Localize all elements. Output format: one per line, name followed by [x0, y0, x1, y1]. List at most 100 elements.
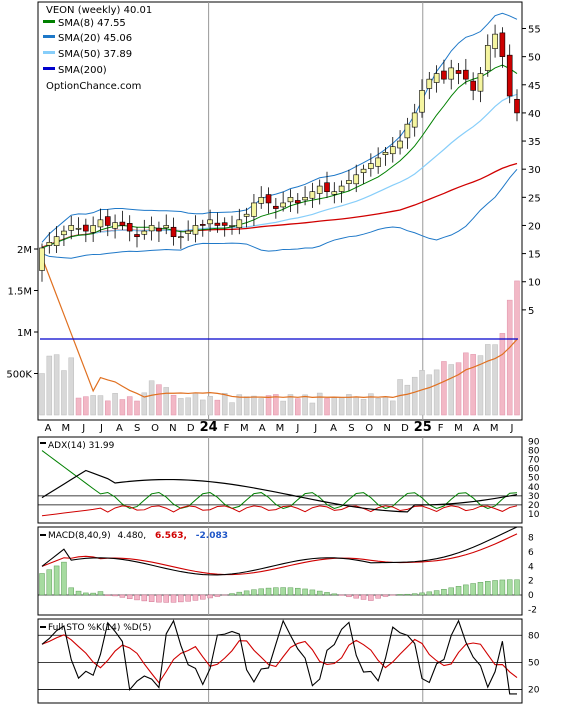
macd-y-tick-label: 6: [528, 548, 534, 558]
macd-y-tick-label: 8: [528, 534, 534, 544]
candle-body: [221, 222, 228, 226]
stochastic-y-tick-label: 80: [528, 631, 540, 641]
candle-body: [346, 180, 352, 184]
candle-body: [294, 200, 301, 204]
macd-histogram-bar: [207, 594, 213, 599]
volume-bar: [353, 396, 359, 416]
macd-histogram-bar: [97, 591, 104, 596]
price-y-tick-label: 5: [528, 306, 534, 317]
candle-body: [251, 202, 257, 217]
stochastic-k-line: [41, 619, 517, 695]
volume-y-tick-label: 2M: [17, 245, 32, 256]
x-tick-label: 25: [414, 420, 432, 435]
volume-y-tick-label: 500K: [6, 370, 32, 381]
candle-body: [397, 140, 403, 149]
stochastic-y-tick-label: 50: [528, 658, 540, 668]
macd-histogram-bar: [83, 592, 89, 596]
candle-body: [163, 225, 170, 229]
macd-histogram-bar: [75, 590, 82, 596]
volume-bars: [39, 257, 520, 416]
macd-histogram-bar: [492, 580, 498, 596]
volume-bar: [192, 393, 199, 416]
sma20-line: [41, 93, 518, 249]
sma200-swatch: [43, 67, 55, 70]
macd-histogram-bar: [514, 579, 520, 596]
volume-bar: [258, 398, 264, 416]
candle-body: [448, 67, 455, 80]
volume-bar: [492, 344, 498, 416]
macd-histogram-bar: [506, 579, 513, 596]
candle-body: [104, 216, 111, 226]
volume-bar: [455, 362, 462, 416]
macd-histogram-bar: [61, 561, 67, 596]
macd-y-tick-label: 4: [528, 562, 534, 572]
adx-y-tick-label: 70: [528, 456, 540, 466]
macd-histogram-bar: [148, 594, 155, 602]
candle-body: [119, 221, 126, 226]
macd-line: [41, 526, 518, 576]
macd-label-prefix: MACD(8,40,9): [48, 531, 111, 541]
candle-body: [61, 230, 67, 236]
candle-body: [404, 123, 411, 139]
volume-average-line: [41, 257, 518, 399]
volume-bar: [178, 398, 184, 416]
macd-histogram-bar: [404, 593, 411, 596]
volume-bar: [477, 355, 484, 416]
price-y-tick-label: 35: [528, 137, 541, 148]
volume-bar: [200, 399, 206, 416]
adx-y-tick-label: 20: [528, 501, 540, 511]
macd-histogram-bar: [156, 594, 162, 603]
macd-histogram-bar: [419, 592, 425, 596]
candle-body: [126, 223, 133, 232]
x-tick-label: M: [490, 423, 499, 434]
volume-bar: [346, 394, 352, 416]
volume-bar: [485, 344, 491, 416]
volume-bar: [229, 402, 235, 416]
x-tick-label: N: [169, 423, 176, 434]
x-tick-label: S: [348, 423, 354, 434]
candle-body: [382, 152, 389, 155]
x-tick-label: D: [187, 423, 195, 434]
sto-label-swatch: [40, 626, 46, 628]
candle-body: [178, 236, 184, 239]
macd-histogram-bar: [280, 587, 286, 596]
x-tick-label: J: [313, 423, 317, 434]
candle-body: [258, 197, 265, 204]
volume-bar: [90, 395, 96, 416]
legend-sma20: SMA(20) 45.06: [58, 33, 132, 44]
sma50-swatch: [43, 51, 55, 54]
candle-body: [75, 227, 82, 230]
volume-bar: [112, 393, 118, 416]
volume-bar: [295, 398, 301, 416]
macd-histogram-bar: [39, 573, 45, 596]
bollinger-upper-line: [41, 12, 518, 243]
candlesticks: [39, 24, 520, 282]
volume-bar: [390, 400, 396, 416]
x-tick-label: S: [134, 423, 140, 434]
volume-bar: [221, 393, 228, 416]
volume-bar: [243, 396, 250, 416]
x-tick-label: A: [473, 423, 480, 434]
stochastic-label: Full STO %K(14) %D(5): [48, 623, 151, 633]
volume-bar: [134, 400, 140, 416]
volume-bar: [287, 394, 294, 416]
price-y-tick-label: 10: [528, 278, 541, 289]
minus-di-line: [41, 505, 518, 517]
macd-histogram-bar: [470, 583, 476, 596]
volume-bar: [273, 394, 279, 416]
price-y-tick-label: 20: [528, 221, 541, 232]
candle-body: [97, 219, 104, 228]
candle-body: [506, 54, 513, 97]
macd-signal-value: 6.563,: [155, 531, 187, 541]
macd-histogram-bar: [170, 594, 177, 603]
candle-body: [331, 191, 338, 195]
macd-value: 4.480,: [118, 531, 147, 541]
volume-bar: [105, 400, 111, 416]
price-y-tick-label: 55: [528, 25, 541, 36]
candle-body: [492, 33, 498, 49]
candle-body: [470, 80, 476, 91]
price-y-tick-label: 25: [528, 193, 541, 204]
candle-body: [236, 219, 243, 229]
candle-body: [324, 182, 330, 192]
x-tick-label: M: [62, 423, 71, 434]
